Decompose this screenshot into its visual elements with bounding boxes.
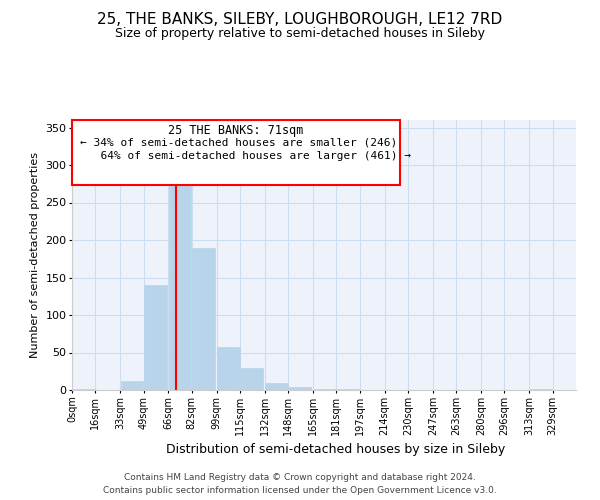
Text: 25, THE BANKS, SILEBY, LOUGHBOROUGH, LE12 7RD: 25, THE BANKS, SILEBY, LOUGHBOROUGH, LE1… — [97, 12, 503, 28]
Bar — [73, 388, 95, 390]
Text: Size of property relative to semi-detached houses in Sileby: Size of property relative to semi-detach… — [115, 28, 485, 40]
Bar — [265, 382, 288, 390]
Bar — [121, 381, 143, 390]
Bar — [337, 388, 359, 390]
Bar — [530, 388, 552, 390]
Text: 25 THE BANKS: 71sqm: 25 THE BANKS: 71sqm — [168, 124, 304, 137]
Text: Contains HM Land Registry data © Crown copyright and database right 2024.: Contains HM Land Registry data © Crown c… — [124, 472, 476, 482]
Text: Distribution of semi-detached houses by size in Sileby: Distribution of semi-detached houses by … — [166, 442, 506, 456]
Bar — [169, 175, 191, 390]
Text: 64% of semi-detached houses are larger (461) →: 64% of semi-detached houses are larger (… — [87, 151, 411, 161]
Bar — [144, 285, 167, 390]
Bar — [289, 387, 311, 390]
Y-axis label: Number of semi-detached properties: Number of semi-detached properties — [30, 152, 40, 358]
Bar — [192, 248, 215, 390]
Bar — [241, 368, 263, 390]
FancyBboxPatch shape — [72, 120, 400, 185]
Text: Contains public sector information licensed under the Open Government Licence v3: Contains public sector information licen… — [103, 486, 497, 495]
Bar — [217, 346, 239, 390]
Text: ← 34% of semi-detached houses are smaller (246): ← 34% of semi-detached houses are smalle… — [80, 138, 397, 147]
Bar — [313, 388, 336, 390]
